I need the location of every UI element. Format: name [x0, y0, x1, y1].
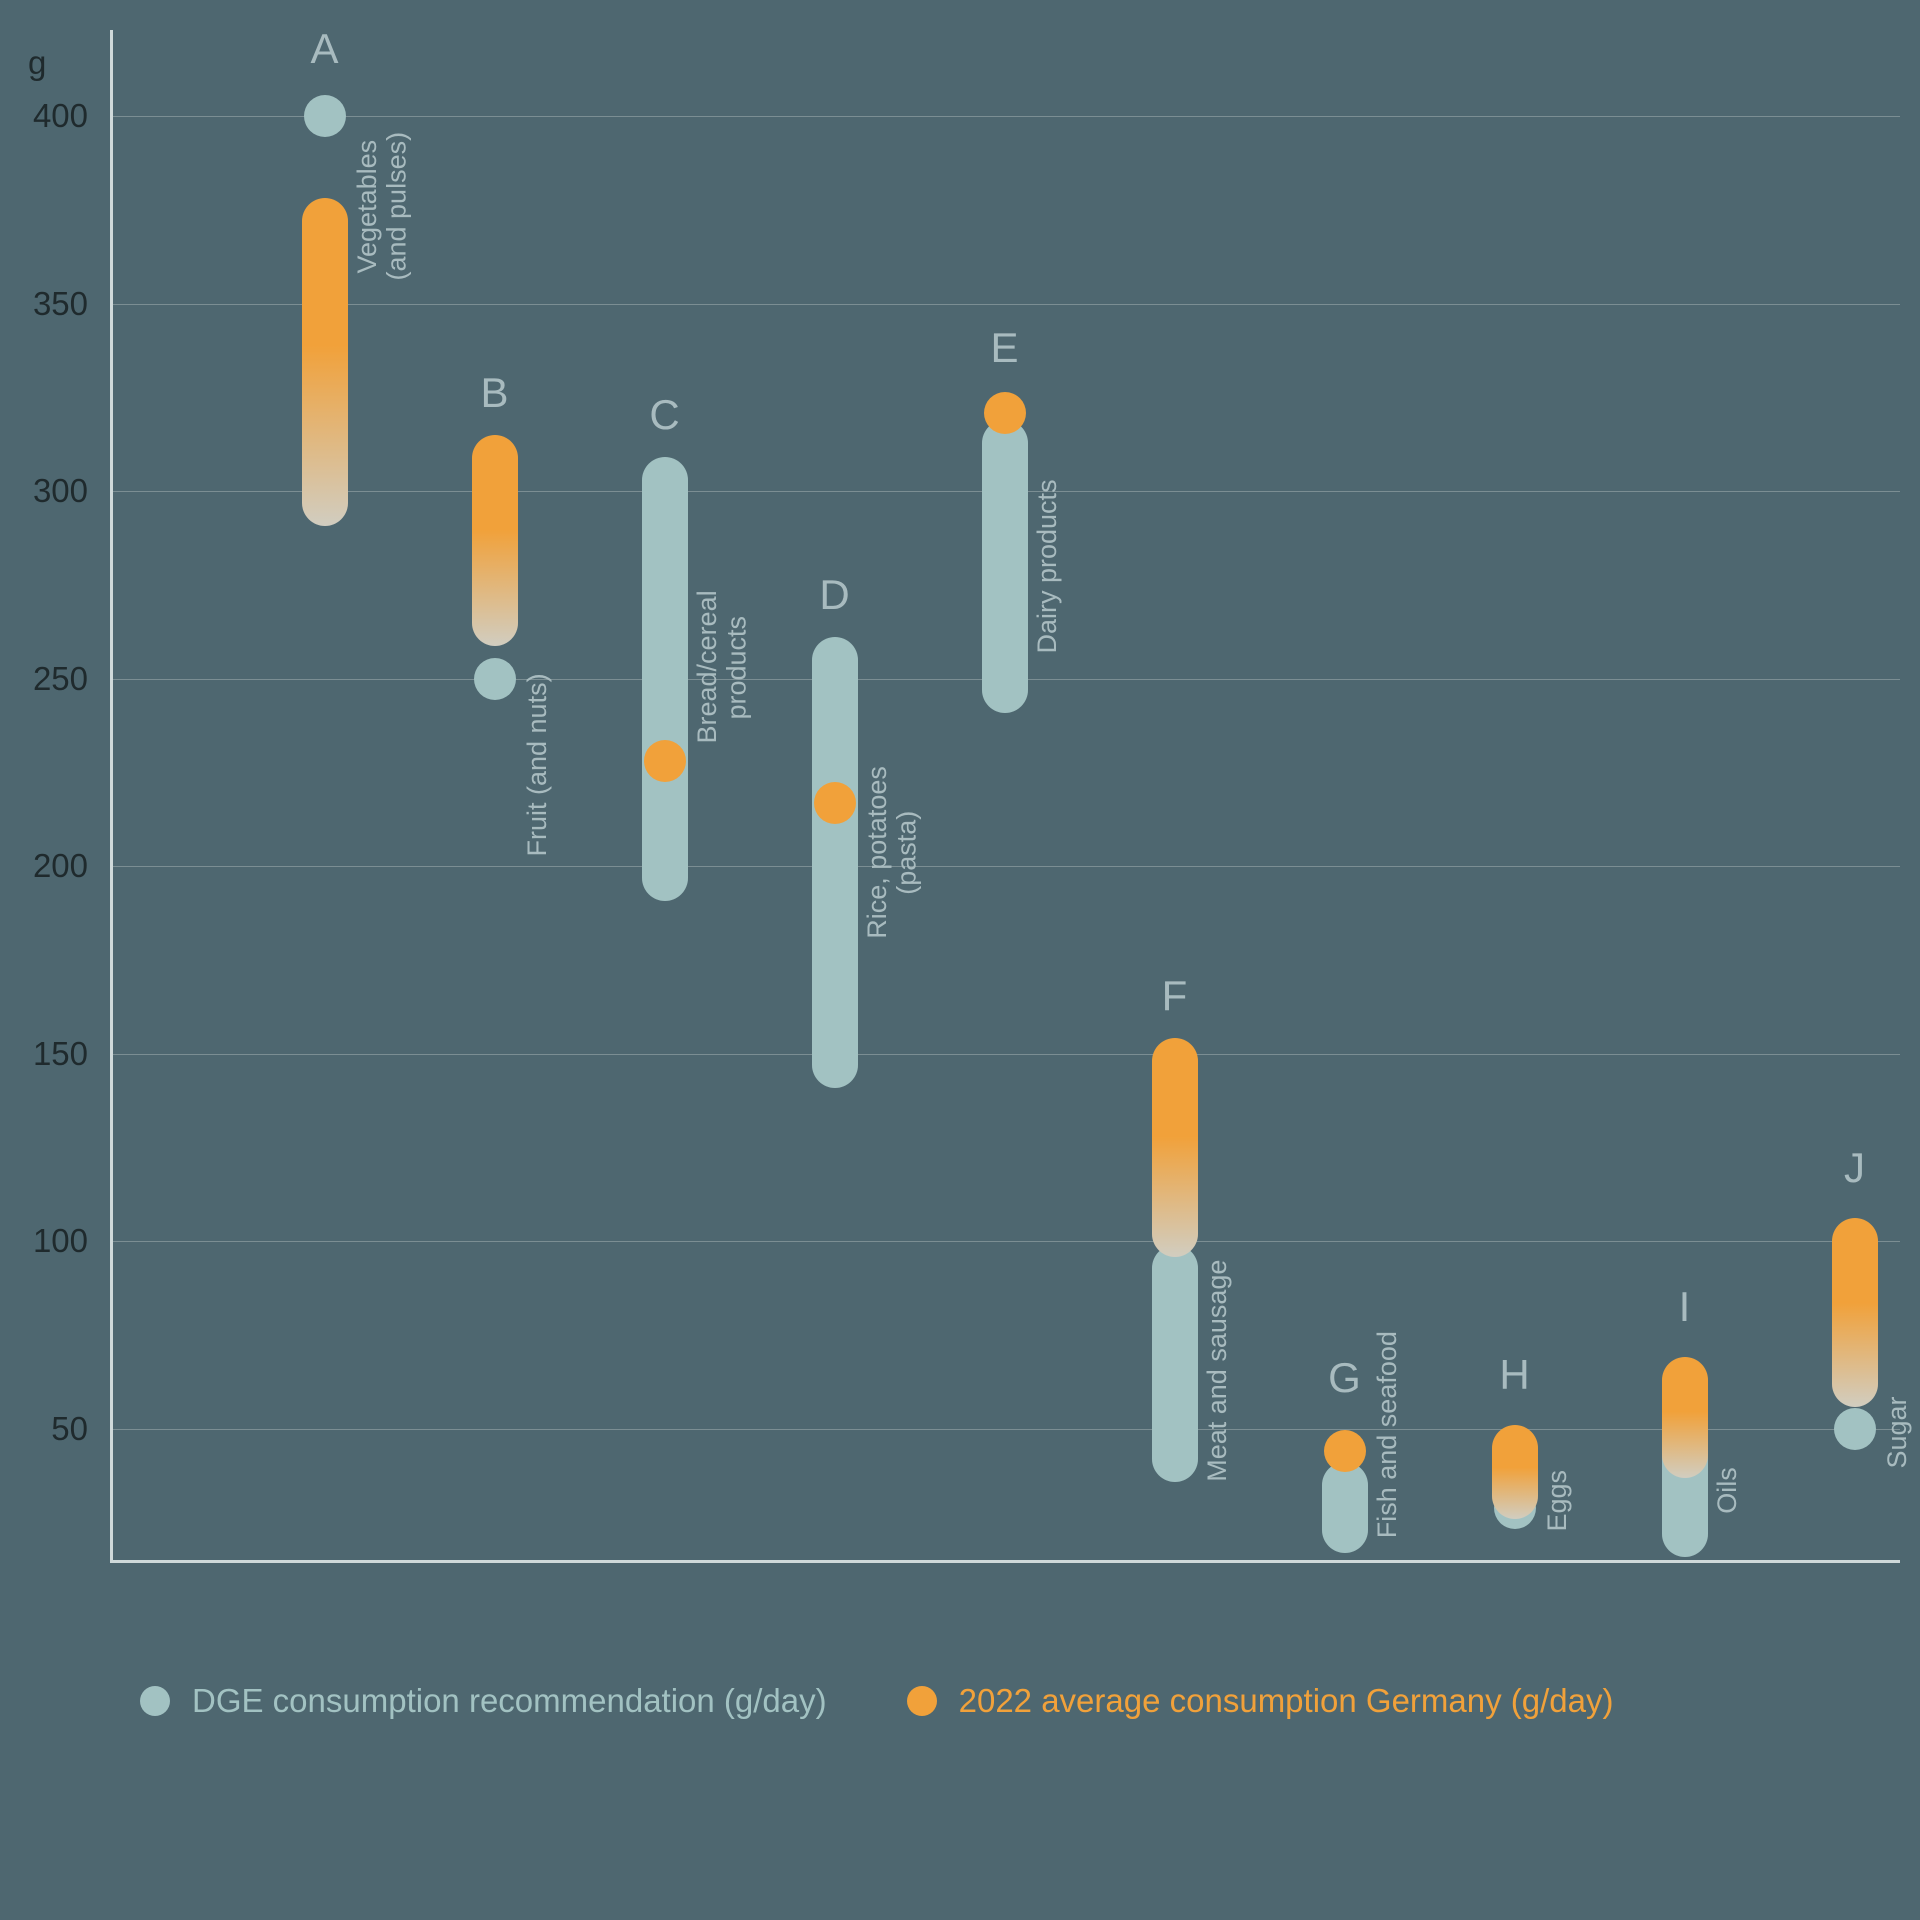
y-tick-label: 50 — [0, 1410, 88, 1448]
category-letter: E — [990, 324, 1019, 372]
gridline — [113, 866, 1900, 867]
recommendation-range — [1322, 1462, 1368, 1553]
y-tick-label: 200 — [0, 847, 88, 885]
category-letter: G — [1328, 1354, 1362, 1402]
consumption-range — [472, 435, 518, 646]
category-name: Vegetables (and pulses) — [353, 90, 412, 323]
recommendation-range — [642, 457, 688, 901]
y-tick-label: 300 — [0, 472, 88, 510]
consumption-range — [1832, 1218, 1878, 1407]
y-tick-label: 150 — [0, 1035, 88, 1073]
category-name: Eggs — [1543, 1459, 1573, 1542]
consumption-range — [1152, 1038, 1198, 1257]
consumption-point — [814, 782, 856, 824]
category-name: Bread/cereal products — [693, 536, 752, 799]
recommendation-point — [304, 95, 346, 137]
category-letter: J — [1844, 1144, 1866, 1192]
category-letter: A — [310, 25, 339, 73]
category-name: Rice, potatoes (pasta) — [863, 716, 922, 990]
category-letter: H — [1499, 1351, 1530, 1399]
y-axis — [110, 30, 113, 1560]
consumption-chart: 50 100 150 200 250 300 350 400 g A Vegetables (and… — [0, 0, 1920, 1920]
category-name: Sugar — [1883, 1384, 1913, 1482]
recommendation-range — [982, 420, 1028, 714]
consumption-range — [302, 198, 348, 525]
legend-label: 2022 average consumption Germany (g/day) — [959, 1682, 1614, 1720]
gridline — [113, 1429, 1900, 1430]
legend-label: DGE consumption recommendation (g/day) — [192, 1682, 827, 1720]
consumption-range — [1662, 1357, 1708, 1478]
y-tick-label: 350 — [0, 285, 88, 323]
x-axis — [110, 1560, 1900, 1563]
category-name: Fish and seafood — [1373, 1309, 1403, 1560]
recommendation-point — [474, 658, 516, 700]
y-tick-label: 250 — [0, 660, 88, 698]
category-name: Fruit (and nuts) — [523, 634, 553, 897]
legend-dot — [140, 1686, 170, 1716]
recommendation-point — [1834, 1408, 1876, 1450]
category-letter: F — [1162, 972, 1189, 1020]
recommendation-range — [1152, 1245, 1198, 1482]
consumption-point — [984, 392, 1026, 434]
legend-item: 2022 average consumption Germany (g/day) — [907, 1682, 1614, 1720]
recommendation-range — [812, 637, 858, 1088]
category-letter: B — [480, 369, 509, 417]
consumption-point — [644, 740, 686, 782]
legend-dot — [907, 1686, 937, 1716]
category-letter: I — [1679, 1283, 1692, 1331]
consumption-range — [1492, 1425, 1538, 1520]
legend-item: DGE consumption recommendation (g/day) — [140, 1682, 827, 1720]
legend: DGE consumption recommendation (g/day) 20… — [140, 1682, 1614, 1720]
y-tick-label: 100 — [0, 1222, 88, 1260]
gridline — [113, 1241, 1900, 1242]
consumption-point — [1324, 1430, 1366, 1472]
category-letter: D — [819, 571, 850, 619]
category-name: Dairy products — [1033, 443, 1063, 691]
y-tick-label: 400 — [0, 97, 88, 135]
category-letter: C — [649, 391, 680, 439]
gridline — [113, 1054, 1900, 1055]
category-name: Oils — [1713, 1451, 1743, 1530]
y-axis-unit: g — [28, 44, 46, 82]
category-name: Meat and sausage — [1203, 1226, 1233, 1515]
